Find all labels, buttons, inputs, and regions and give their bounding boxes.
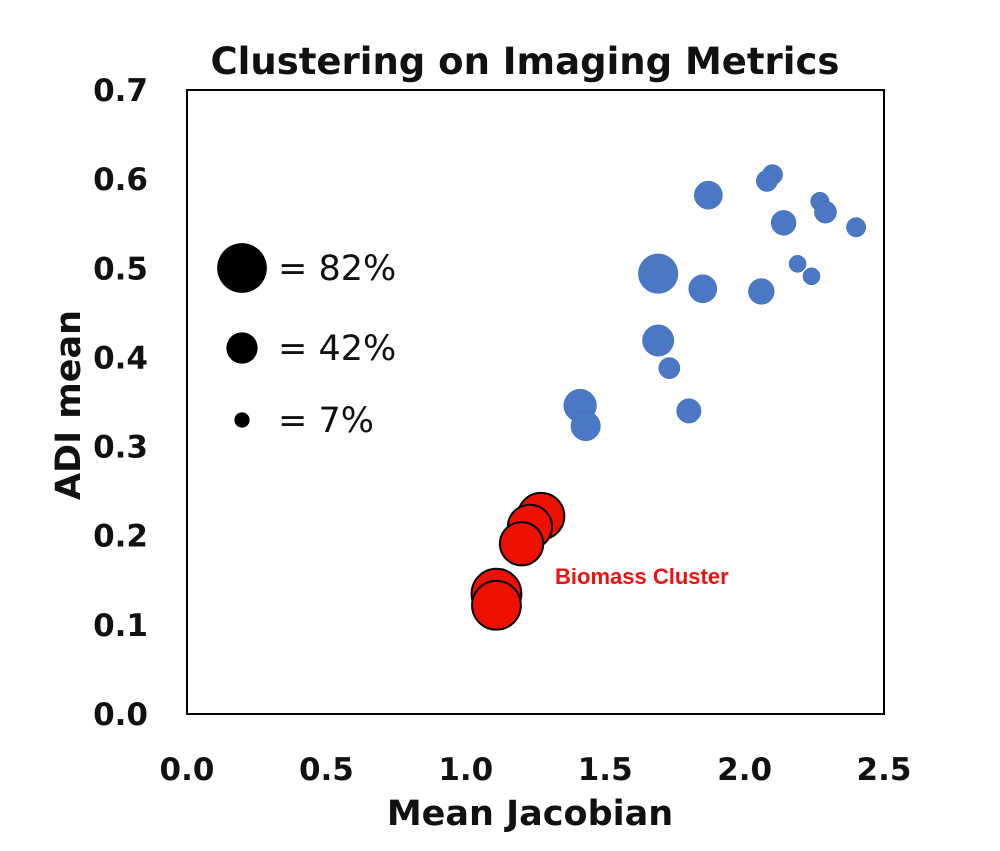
- y-tick-label: 0.7: [93, 73, 148, 109]
- legend-size-marker: [217, 243, 267, 293]
- cluster-point: [788, 255, 807, 273]
- cluster-point: [676, 398, 702, 424]
- annotations: Biomass Cluster: [555, 564, 729, 589]
- cluster-point: [642, 324, 675, 357]
- y-tick-label: 0.0: [93, 697, 148, 733]
- size-legend: = 82% = 42% = 7%: [217, 243, 396, 441]
- data-points: [470, 164, 867, 631]
- x-tick-label: 1.5: [578, 752, 633, 788]
- x-tick-label: 0.5: [299, 752, 354, 788]
- legend-size-marker: [226, 332, 258, 364]
- cluster-point: [638, 253, 679, 294]
- cluster-point: [694, 180, 723, 210]
- x-tick-label: 1.0: [438, 752, 493, 788]
- cluster-point: [846, 217, 867, 238]
- plot-area-frame: [186, 89, 885, 715]
- cluster-point: [748, 278, 775, 305]
- cluster-point: [756, 170, 778, 192]
- cluster-point: [570, 411, 601, 442]
- legend-label: = 7%: [278, 401, 374, 441]
- cluster-point: [688, 274, 718, 304]
- y-axis-label: ADI mean: [49, 310, 89, 500]
- x-tick-label: 2.0: [717, 752, 772, 788]
- y-tick-label: 0.3: [93, 430, 148, 466]
- y-tick-label: 0.4: [93, 340, 148, 376]
- legend-label: = 42%: [278, 329, 396, 369]
- biomass-cluster-point: [498, 521, 545, 567]
- x-axis-label: Mean Jacobian: [387, 794, 673, 834]
- cluster-point: [658, 357, 681, 379]
- y-tick-label: 0.1: [93, 608, 148, 644]
- y-tick-label: 0.6: [93, 162, 148, 198]
- legend-size-marker: [234, 412, 250, 428]
- cluster-point: [802, 267, 821, 286]
- chart-title: Clustering on Imaging Metrics: [211, 40, 840, 83]
- legend-label: = 82%: [278, 249, 396, 289]
- cluster-point: [770, 210, 797, 236]
- x-tick-label: 2.5: [857, 752, 912, 788]
- y-tick-label: 0.2: [93, 519, 148, 555]
- cluster-point: [814, 200, 837, 224]
- y-axis-ticks: 0.0 0.1 0.2 0.3 0.4 0.5 0.6 0.7: [93, 73, 148, 733]
- x-axis-ticks: 0.0 0.5 1.0 1.5 2.0 2.5: [160, 752, 912, 788]
- y-tick-label: 0.5: [93, 251, 148, 287]
- x-tick-label: 0.0: [160, 752, 215, 788]
- biomass-cluster-point: [471, 579, 522, 631]
- biomass-cluster-label: Biomass Cluster: [555, 564, 729, 589]
